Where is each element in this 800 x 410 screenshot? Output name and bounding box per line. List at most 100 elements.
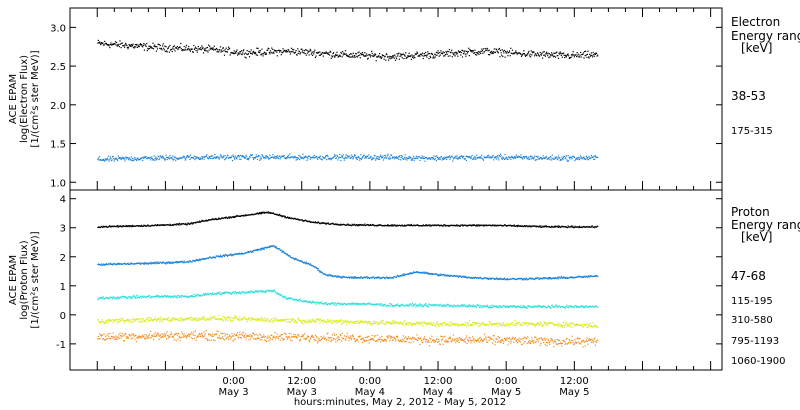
data-point: [318, 54, 320, 56]
data-point: [245, 292, 247, 294]
data-point: [302, 323, 304, 325]
data-point: [401, 57, 403, 59]
data-point: [264, 51, 266, 53]
data-point: [352, 158, 354, 160]
data-point: [255, 156, 257, 158]
data-point: [246, 318, 248, 320]
data-point: [441, 305, 443, 307]
data-point: [559, 53, 561, 55]
data-point: [339, 156, 341, 159]
data-point: [534, 155, 536, 157]
data-point: [351, 277, 353, 279]
data-point: [218, 51, 220, 53]
data-point: [454, 55, 456, 57]
data-point: [105, 225, 107, 228]
data-point: [129, 44, 131, 46]
data-point: [431, 156, 433, 159]
data-point: [440, 224, 443, 226]
data-point: [338, 302, 340, 304]
data-point: [218, 314, 220, 317]
data-point: [204, 294, 206, 296]
data-point: [200, 158, 202, 160]
data-point: [390, 303, 392, 305]
data-point: [584, 307, 586, 309]
data-point: [130, 262, 132, 264]
data-point: [241, 155, 243, 157]
data-point: [416, 304, 418, 306]
data-point: [142, 160, 144, 162]
data-point: [102, 159, 104, 161]
data-point: [351, 53, 353, 55]
data-point: [124, 44, 126, 46]
data-point: [175, 295, 177, 297]
data-point: [367, 58, 369, 60]
data-point: [229, 293, 231, 295]
data-point: [126, 44, 128, 46]
data-point: [399, 323, 401, 325]
electron-legend-series-1: 38-53: [731, 89, 766, 103]
data-point: [141, 157, 143, 159]
data-point: [247, 214, 249, 216]
data-point: [329, 321, 331, 323]
data-point: [106, 322, 109, 324]
data-point: [243, 157, 245, 159]
data-point: [193, 222, 195, 224]
data-point: [202, 46, 204, 48]
data-point: [351, 154, 353, 156]
data-point: [184, 261, 186, 264]
data-point: [246, 50, 248, 52]
data-point: [225, 292, 227, 294]
data-point: [396, 321, 398, 323]
data-point: [386, 54, 388, 56]
data-point: [364, 157, 366, 159]
data-point: [294, 217, 296, 219]
data-point: [222, 155, 224, 157]
data-point: [271, 322, 273, 324]
data-point: [279, 320, 281, 322]
data-point: [557, 155, 560, 157]
data-point: [197, 157, 199, 159]
data-point: [443, 158, 445, 160]
data-point: [584, 50, 586, 53]
data-point: [183, 260, 185, 262]
data-point: [361, 320, 363, 322]
data-point: [216, 292, 218, 294]
data-point: [272, 156, 274, 158]
data-point: [406, 305, 408, 307]
data-point: [523, 157, 525, 159]
data-point: [208, 155, 210, 158]
data-point: [356, 323, 358, 325]
data-point: [170, 262, 172, 264]
data-point: [584, 55, 586, 57]
data-point: [351, 302, 353, 304]
data-point: [451, 56, 453, 58]
data-point: [259, 212, 261, 214]
data-point: [320, 320, 322, 322]
data-point: [330, 158, 332, 160]
data-point: [316, 157, 318, 159]
data-point: [206, 220, 208, 222]
data-point: [528, 158, 531, 160]
data-point: [306, 49, 308, 51]
data-point: [166, 319, 168, 321]
data-point: [314, 266, 316, 268]
data-point: [203, 158, 205, 160]
data-point: [156, 48, 159, 50]
data-point: [152, 320, 154, 322]
data-point: [222, 292, 224, 294]
data-point: [366, 54, 368, 56]
data-point: [491, 52, 493, 55]
data-point: [346, 303, 348, 305]
data-point: [437, 275, 439, 277]
data-point: [581, 305, 583, 307]
data-point: [189, 158, 191, 161]
data-point: [275, 247, 277, 249]
data-point: [171, 158, 173, 160]
data-point: [185, 317, 187, 320]
data-point: [158, 317, 160, 319]
data-point: [423, 304, 425, 307]
data-point: [209, 319, 211, 321]
data-point: [551, 225, 553, 228]
data-point: [439, 54, 441, 56]
data-point: [458, 157, 460, 159]
